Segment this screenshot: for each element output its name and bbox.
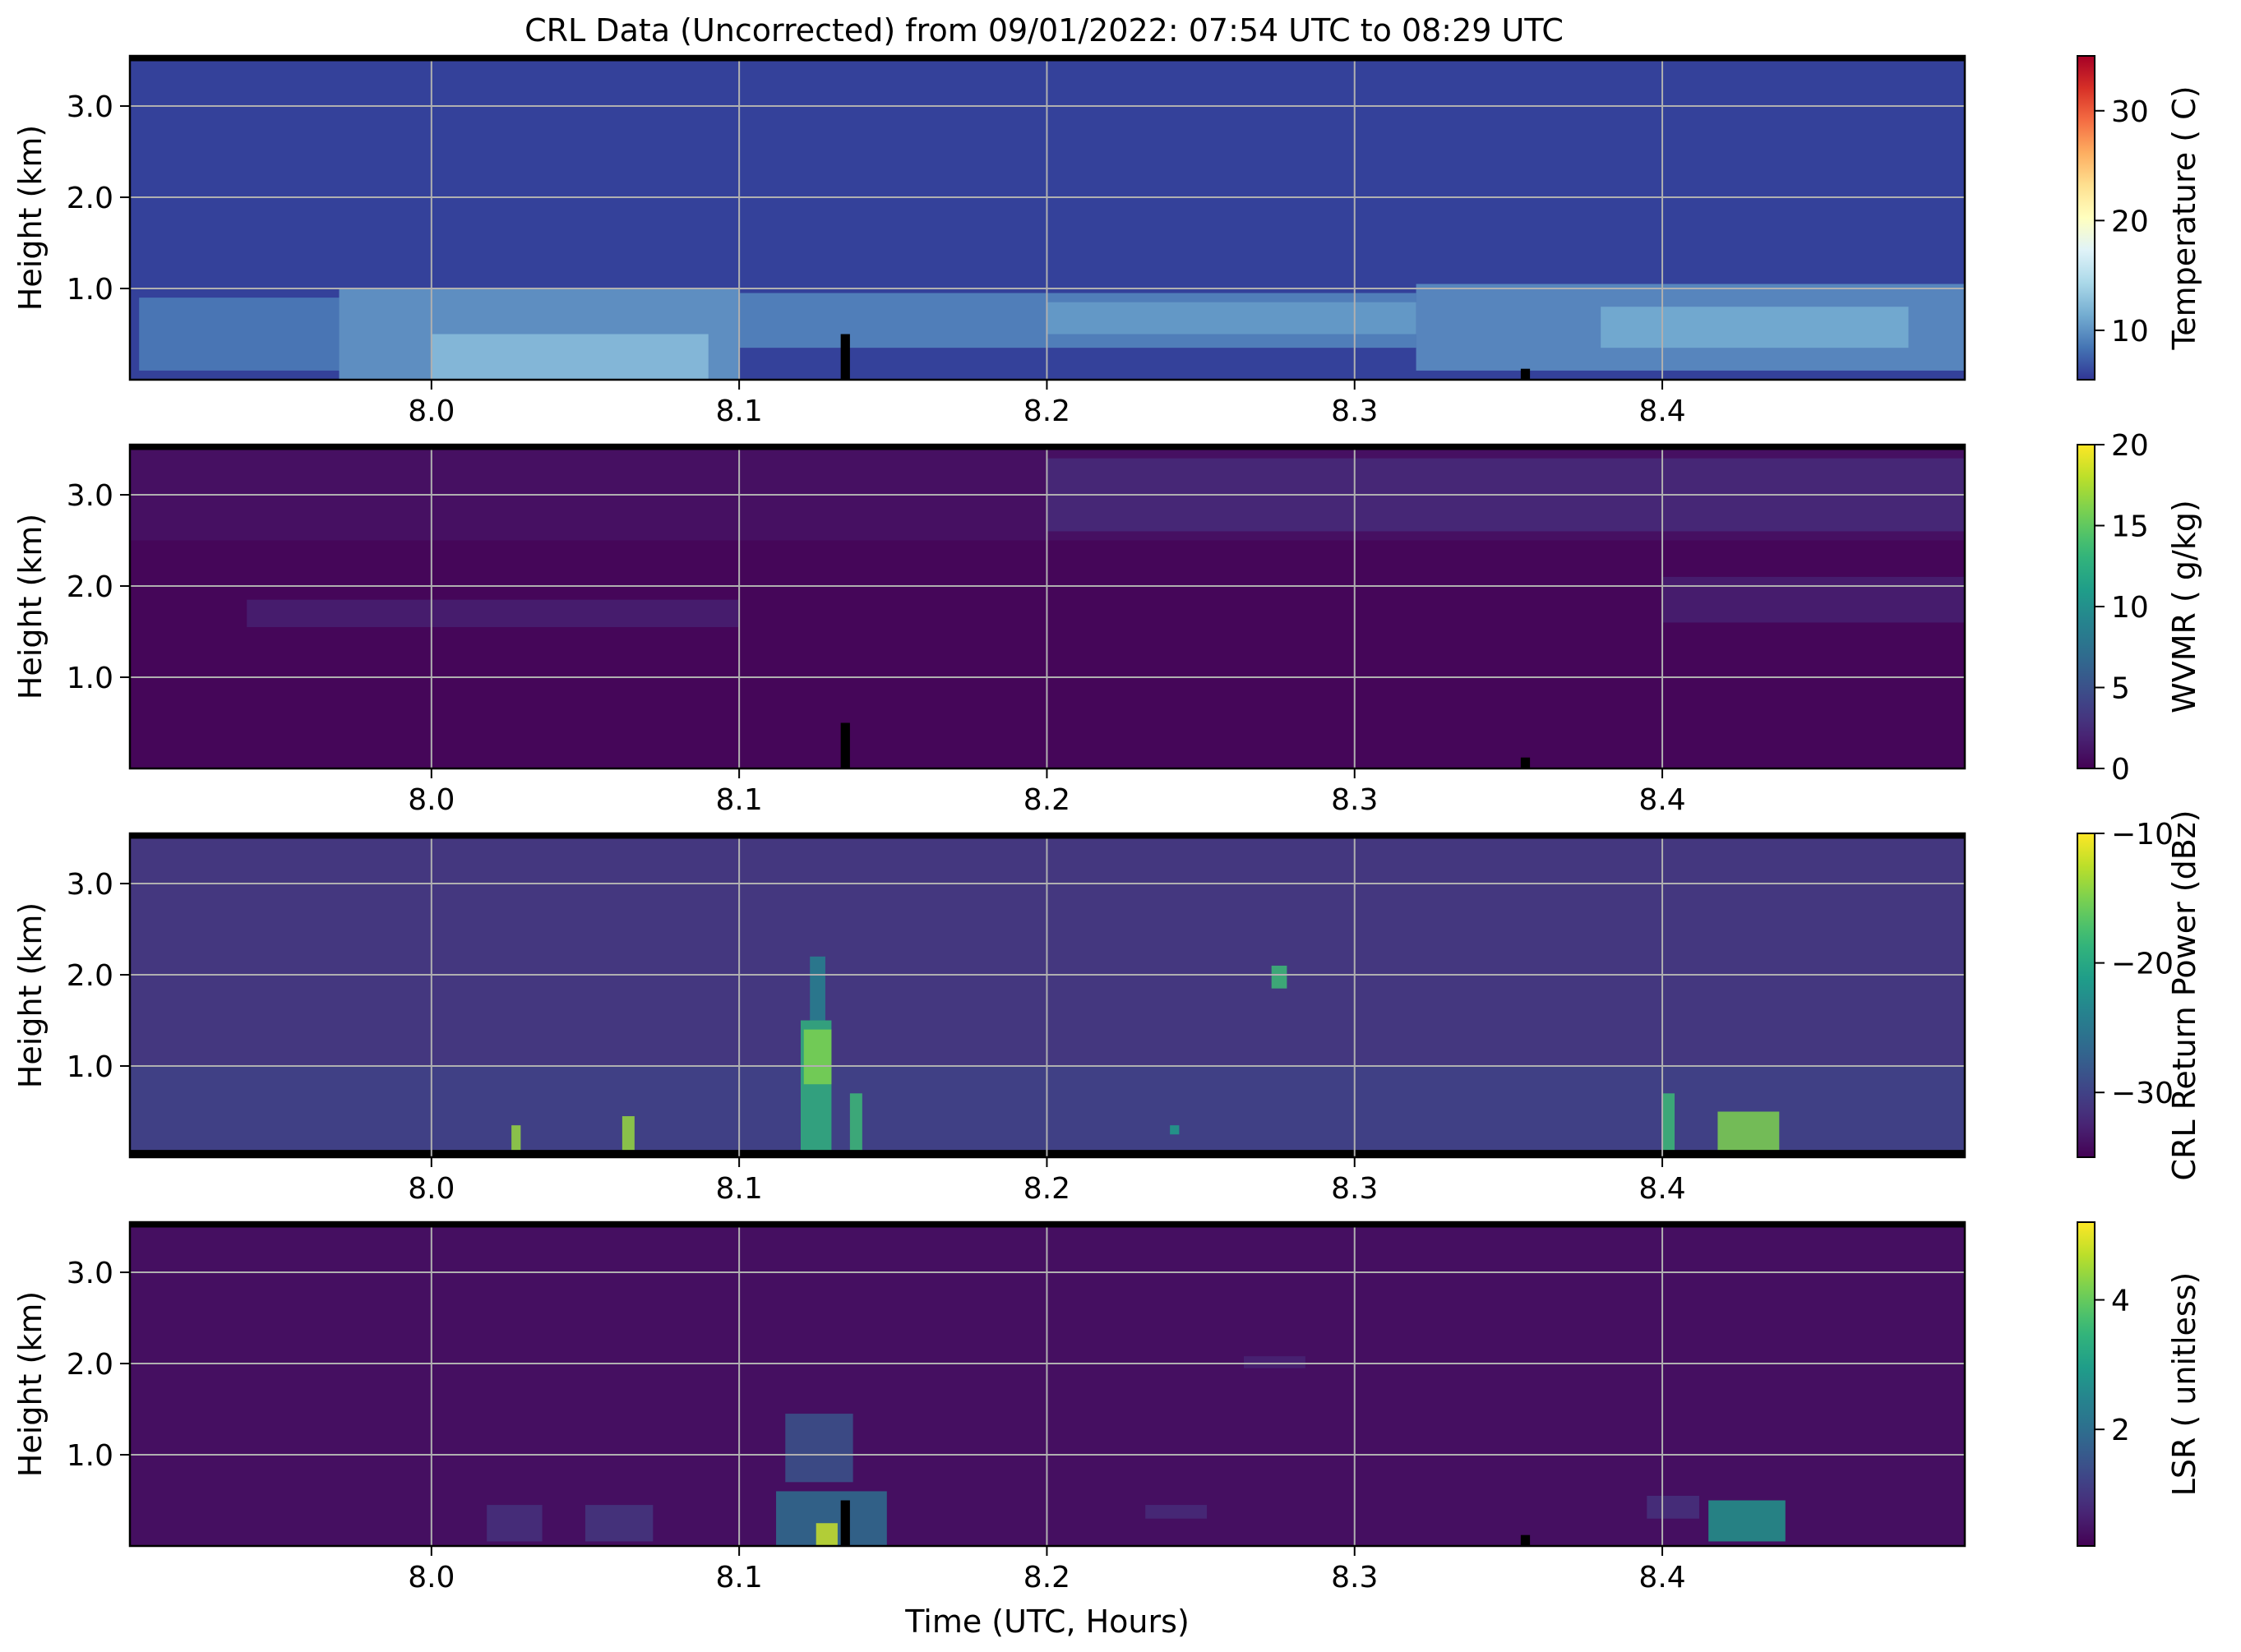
heatmap-cell — [803, 1029, 832, 1085]
figure-title: CRL Data (Uncorrected) from 09/01/2022: … — [524, 12, 1564, 48]
colorbar — [2077, 55, 2095, 381]
x-tick-label: 8.4 — [1638, 1172, 1685, 1206]
y-axis-label: Height (km) — [12, 902, 49, 1088]
colorbar — [2077, 1221, 2095, 1547]
y-tick-label: 1.0 — [67, 1050, 113, 1084]
heatmap-cell — [1717, 1111, 1780, 1153]
y-tick-label: 3.0 — [67, 1257, 113, 1290]
colorbar — [2077, 833, 2095, 1158]
x-tick-label: 8.1 — [715, 1172, 762, 1206]
x-tick-label: 8.1 — [715, 1561, 762, 1594]
heatmap-cell — [585, 1505, 654, 1542]
colorbar-tick-label: 20 — [2111, 429, 2149, 463]
colorbar-tick-label: 30 — [2111, 95, 2149, 129]
colorbar-label: CRL Return Power (dBz) — [2166, 810, 2202, 1180]
heatmap-cell — [487, 1505, 543, 1542]
y-axis-label: Height (km) — [12, 1291, 49, 1477]
x-tick-label: 8.1 — [715, 783, 762, 817]
x-tick-label: 8.1 — [715, 395, 762, 428]
y-tick-label: 2.0 — [67, 570, 113, 604]
heatmap-cell — [810, 956, 825, 1021]
missing-data-block — [840, 722, 850, 768]
panel-return_power: 8.0 8.1 8.2 8.3 8.4 1.0 2.0 3.0 Height (km) −30 −2… — [12, 810, 2202, 1206]
colorbar-tick-label: 0 — [2111, 753, 2130, 787]
colorbar-tick-label: 15 — [2111, 510, 2149, 544]
y-axis-label: Height (km) — [12, 514, 49, 699]
y-tick-label: 3.0 — [67, 90, 113, 124]
heatmap-cell — [139, 298, 340, 371]
heatmap-cell — [816, 1523, 838, 1546]
panel-lsr: 8.0 8.1 8.2 8.3 8.4 1.0 2.0 3.0 Height (km) 2 4 LSR… — [12, 1221, 2202, 1594]
missing-data-block — [840, 334, 850, 380]
x-tick-label: 8.2 — [1023, 395, 1070, 428]
heatmap-cell — [511, 1125, 521, 1153]
panel-wvmr: 8.0 8.1 8.2 8.3 8.4 1.0 2.0 3.0 Height (km) 0 5 10 1… — [12, 429, 2202, 817]
x-tick-label: 8.2 — [1023, 1561, 1070, 1594]
heatmap-cell — [1601, 307, 1909, 348]
y-tick-label: 2.0 — [67, 182, 113, 215]
heatmap-cell — [1243, 1356, 1305, 1368]
colorbar-tick-label: 2 — [2111, 1414, 2130, 1447]
panel-temperature: 8.0 8.1 8.2 8.3 8.4 1.0 2.0 3.0 Height (km) 10 20 3… — [12, 54, 2202, 428]
heatmap-cell — [849, 1093, 862, 1153]
colorbar-label: LSR ( unitless) — [2166, 1272, 2202, 1497]
y-tick-label: 3.0 — [67, 479, 113, 513]
heatmap-cell — [1271, 965, 1287, 989]
x-tick-label: 8.0 — [408, 1561, 455, 1594]
heatmap-cell — [431, 334, 709, 380]
colorbar-tick-label: 5 — [2111, 672, 2130, 706]
heatmap-cell — [1647, 1495, 1699, 1519]
colorbar-tick-label: 4 — [2111, 1285, 2130, 1318]
y-tick-label: 1.0 — [67, 662, 113, 695]
missing-data-block — [840, 1500, 850, 1546]
y-tick-label: 2.0 — [67, 959, 113, 993]
heatmap-cell — [1662, 1093, 1675, 1153]
x-tick-label: 8.0 — [408, 395, 455, 428]
y-tick-label: 2.0 — [67, 1348, 113, 1382]
heatmap-cells — [487, 1356, 1786, 1546]
x-tick-label: 8.0 — [408, 1172, 455, 1206]
colorbar-tick-label: −30 — [2111, 1077, 2174, 1110]
colorbar-tick-label: −20 — [2111, 948, 2174, 981]
y-tick-label: 3.0 — [67, 868, 113, 902]
y-axis-label: Height (km) — [12, 125, 49, 311]
heatmap-cell — [1662, 576, 1965, 623]
x-tick-label: 8.3 — [1331, 783, 1378, 817]
x-tick-label: 8.3 — [1331, 1561, 1378, 1594]
x-tick-label: 8.2 — [1023, 783, 1070, 817]
heatmap-cell — [1047, 302, 1416, 335]
x-tick-label: 8.4 — [1638, 1561, 1685, 1594]
heatmap-cell — [247, 599, 740, 627]
y-tick-label: 1.0 — [67, 273, 113, 307]
colorbar-label: Temperature ( C) — [2166, 85, 2202, 350]
colorbar-tick-label: 10 — [2111, 315, 2149, 348]
x-tick-label: 8.2 — [1023, 1172, 1070, 1206]
x-tick-label: 8.4 — [1638, 395, 1685, 428]
heatmap-cell — [1170, 1125, 1180, 1135]
y-tick-label: 1.0 — [67, 1439, 113, 1473]
x-axis-label: Time (UTC, Hours) — [904, 1604, 1190, 1640]
colorbar-tick-label: 20 — [2111, 205, 2149, 238]
x-tick-label: 8.4 — [1638, 783, 1685, 817]
missing-data-block — [1520, 368, 1531, 380]
heatmap-cell — [621, 1116, 635, 1153]
colorbar-tick-label: 10 — [2111, 591, 2149, 625]
colorbar-label: WVMR ( g/kg) — [2166, 500, 2202, 713]
x-tick-label: 8.3 — [1331, 1172, 1378, 1206]
heatmap-cell — [1708, 1500, 1786, 1542]
colorbar — [2077, 444, 2095, 769]
x-tick-label: 8.3 — [1331, 395, 1378, 428]
x-tick-label: 8.0 — [408, 783, 455, 817]
missing-data-block — [1520, 757, 1531, 768]
colorbar-tick-label: −10 — [2111, 818, 2174, 851]
missing-data-block — [1520, 1534, 1531, 1546]
heatmap-cell — [1145, 1505, 1208, 1519]
heatmap-cell — [785, 1414, 853, 1483]
